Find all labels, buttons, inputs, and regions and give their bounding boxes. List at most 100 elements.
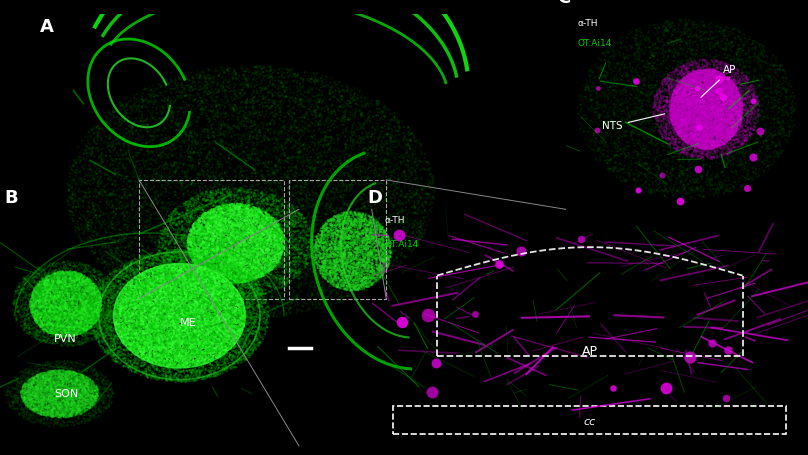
Point [336,283,349,290]
Point [218,275,231,283]
Point [23,402,36,409]
Point [352,233,365,241]
Point [221,306,234,313]
Point [634,170,647,177]
Point [203,253,216,260]
Point [189,306,202,313]
Point [181,207,194,214]
Point [229,75,242,82]
Point [237,255,250,262]
Point [17,387,30,394]
Point [194,229,207,237]
Point [53,268,66,275]
Point [332,79,345,86]
Point [689,61,702,68]
Point [183,282,196,289]
Point [114,297,127,304]
Point [34,379,47,386]
Point [114,295,127,303]
Point [140,344,153,352]
Point [361,225,374,232]
Point [43,313,56,320]
Point [44,395,57,402]
Point [674,126,687,133]
Point [176,322,189,329]
Point [680,165,693,172]
Point [181,75,194,82]
Point [691,88,704,95]
Point [592,83,605,91]
Point [91,314,104,321]
Point [18,391,31,398]
Point [626,119,639,126]
Point [678,98,691,106]
Point [194,325,207,332]
Point [73,330,86,337]
Point [36,381,49,388]
Point [215,273,228,280]
Point [159,178,172,186]
Point [204,336,217,344]
Point [124,318,137,325]
Point [90,310,103,318]
Point [252,244,265,251]
Point [687,138,700,145]
Point [72,274,85,282]
Point [703,123,716,130]
Point [191,324,204,331]
Point [330,181,343,188]
Point [609,158,622,166]
Point [696,98,709,106]
Point [220,297,233,304]
Point [187,248,200,255]
Point [146,290,159,297]
Point [701,61,713,69]
Point [370,233,383,240]
Point [235,247,248,254]
Point [229,222,242,229]
Point [75,321,88,328]
Point [148,176,161,183]
Point [247,167,260,174]
Point [170,266,183,273]
Point [190,245,203,252]
Point [330,251,343,258]
Point [49,299,62,307]
Point [36,322,49,329]
Point [724,125,737,132]
Point [191,98,204,106]
Point [606,167,619,174]
Point [150,290,163,298]
Point [377,269,390,277]
Point [232,278,245,285]
Point [266,230,279,237]
Point [617,55,630,62]
Point [77,401,90,409]
Point [56,379,69,386]
Point [254,87,267,94]
Point [206,224,219,232]
Point [29,310,42,317]
Point [259,224,272,231]
Point [222,278,235,286]
Point [209,291,222,298]
Point [730,84,743,91]
Point [81,317,94,324]
Point [158,246,171,253]
Point [219,273,232,280]
Point [402,164,415,171]
Point [159,252,172,259]
Point [709,116,722,124]
Point [716,128,729,135]
Point [715,73,728,81]
Point [158,291,171,298]
Point [234,308,246,316]
Point [699,144,712,152]
Point [209,159,222,166]
Point [704,114,717,121]
Point [118,339,131,347]
Point [120,260,133,267]
Point [140,147,153,155]
Point [178,344,191,351]
Point [69,399,82,406]
